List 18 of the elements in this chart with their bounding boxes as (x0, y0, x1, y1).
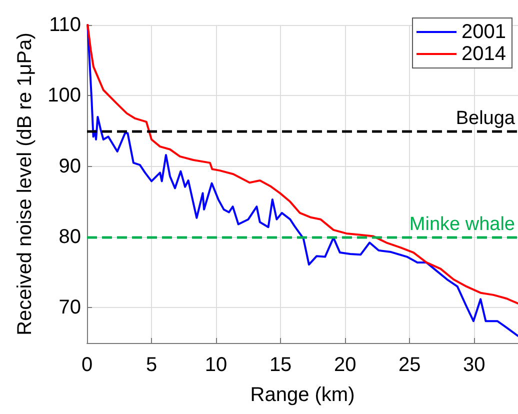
x-tick-label: 0 (81, 354, 93, 376)
ref-line-label: Minke whale (409, 214, 515, 235)
y-tick-label: 70 (58, 296, 81, 319)
y-axis-title: Received noise level (dB re 1μPa) (14, 32, 36, 336)
x-tick-label: 15 (269, 354, 292, 376)
y-tick-label: 100 (48, 84, 81, 107)
x-axis-title: Range (km) (250, 384, 355, 406)
legend-label: 2014 (462, 43, 506, 65)
ref-line-label: Beluga (456, 108, 516, 129)
y-tick-label: 90 (58, 155, 81, 178)
legend-label: 2001 (462, 21, 506, 43)
x-tick-label: 30 (463, 354, 486, 376)
y-tick-label: 110 (49, 14, 81, 36)
y-tick-label: 80 (58, 226, 81, 248)
x-tick-label: 10 (204, 354, 228, 376)
x-tick-label: 25 (398, 354, 421, 376)
x-tick-label: 5 (146, 354, 158, 376)
x-tick-label: 20 (334, 354, 356, 376)
